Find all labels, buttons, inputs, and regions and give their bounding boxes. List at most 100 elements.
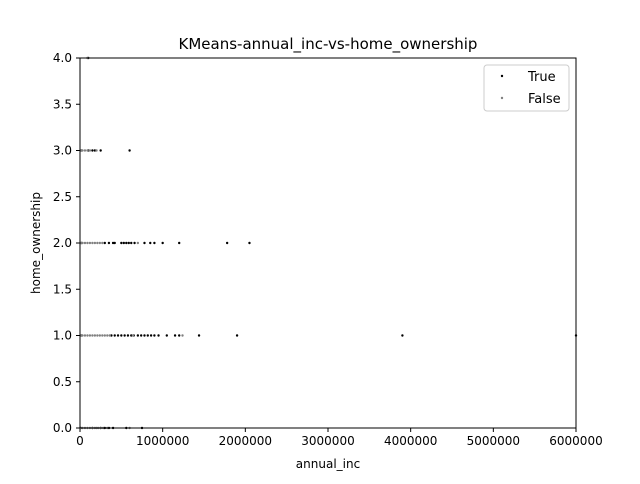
point-false bbox=[81, 149, 84, 152]
x-tick-label: 6000000 bbox=[549, 434, 602, 448]
point-false bbox=[91, 241, 94, 245]
point-true bbox=[139, 334, 143, 337]
point-true bbox=[130, 241, 133, 245]
x-tick-label: 5000000 bbox=[467, 434, 520, 448]
point-true bbox=[153, 241, 156, 245]
y-tick-label: 3.0 bbox=[53, 144, 72, 158]
point-false bbox=[88, 334, 92, 337]
x-tick-label: 4000000 bbox=[384, 434, 437, 448]
point-false bbox=[98, 241, 102, 245]
point-true bbox=[130, 334, 133, 337]
point-false bbox=[91, 334, 94, 337]
point-true bbox=[173, 334, 177, 337]
chart-title: KMeans-annual_inc-vs-home_ownership bbox=[179, 35, 478, 54]
point-true bbox=[99, 149, 102, 152]
point-true bbox=[120, 334, 123, 337]
point-true bbox=[149, 241, 152, 245]
point-true bbox=[127, 241, 130, 245]
point-true bbox=[143, 241, 146, 245]
y-tick-label: 2.0 bbox=[53, 236, 72, 250]
point-true bbox=[143, 334, 146, 337]
point-true bbox=[111, 241, 115, 245]
y-axis-ticks: 0.0 0.5 1.0 1.5 2.0 2.5 3.0 3.5 4.0 bbox=[53, 51, 80, 435]
point-false bbox=[88, 149, 92, 152]
point-false bbox=[86, 334, 89, 337]
point-false bbox=[108, 334, 111, 337]
point-false bbox=[181, 334, 184, 337]
x-axis-label: annual_inc bbox=[296, 457, 360, 471]
point-true bbox=[107, 241, 111, 245]
point-true bbox=[157, 334, 160, 337]
point-false bbox=[106, 334, 109, 337]
legend-marker-true bbox=[500, 74, 504, 78]
point-true bbox=[161, 241, 164, 245]
point-true bbox=[136, 334, 140, 337]
point-true bbox=[149, 334, 153, 337]
x-tick-label: 0 bbox=[76, 434, 84, 448]
point-true bbox=[133, 241, 136, 245]
point-false bbox=[83, 149, 87, 152]
point-true bbox=[123, 334, 126, 337]
point-true bbox=[103, 241, 107, 245]
legend-box bbox=[483, 64, 570, 112]
point-true bbox=[197, 334, 201, 337]
point-true bbox=[128, 149, 131, 152]
point-true bbox=[113, 241, 116, 245]
y-tick-label: 2.5 bbox=[53, 190, 72, 204]
point-false bbox=[81, 241, 84, 245]
point-true bbox=[165, 334, 168, 337]
point-false bbox=[101, 241, 104, 245]
point-false bbox=[81, 334, 84, 337]
y-tick-label: 3.5 bbox=[53, 97, 72, 111]
point-true bbox=[93, 149, 97, 152]
point-false bbox=[86, 241, 89, 245]
y-tick-label: 0.5 bbox=[53, 375, 72, 389]
point-false bbox=[83, 241, 87, 245]
point-false bbox=[83, 334, 87, 337]
point-true bbox=[122, 241, 126, 245]
point-true bbox=[120, 241, 123, 245]
y-tick-label: 4.0 bbox=[53, 51, 72, 65]
point-true bbox=[401, 334, 404, 337]
point-true bbox=[126, 334, 130, 337]
point-true bbox=[225, 241, 229, 245]
x-tick-label: 1000000 bbox=[136, 434, 189, 448]
point-false bbox=[136, 241, 140, 245]
point-true bbox=[248, 241, 251, 245]
point-false bbox=[101, 334, 104, 337]
point-true bbox=[235, 334, 239, 337]
point-true bbox=[153, 334, 156, 337]
point-true bbox=[178, 241, 181, 245]
point-false bbox=[103, 334, 107, 337]
point-true bbox=[91, 149, 94, 152]
data-points bbox=[79, 56, 578, 430]
legend: True False bbox=[483, 64, 570, 112]
point-false bbox=[88, 241, 92, 245]
x-axis-ticks: 0 1000000 2000000 3000000 4000000 5000000 6000… bbox=[76, 428, 603, 448]
y-tick-label: 0.0 bbox=[53, 421, 72, 435]
y-tick-label: 1.5 bbox=[53, 282, 72, 296]
legend-marker-false bbox=[500, 96, 504, 100]
point-true bbox=[110, 334, 113, 337]
point-true bbox=[113, 334, 116, 337]
point-true bbox=[178, 334, 181, 337]
legend-label-false: False bbox=[528, 92, 561, 107]
point-false bbox=[86, 149, 89, 152]
point-true bbox=[125, 241, 128, 245]
point-false bbox=[96, 241, 99, 245]
x-tick-label: 3000000 bbox=[301, 434, 354, 448]
point-true bbox=[116, 334, 120, 337]
point-true bbox=[146, 334, 149, 337]
point-false bbox=[96, 334, 99, 337]
y-tick-label: 1.0 bbox=[53, 329, 72, 343]
point-false bbox=[95, 149, 98, 152]
point-false bbox=[93, 241, 97, 245]
point-false bbox=[98, 334, 102, 337]
point-false bbox=[131, 334, 135, 337]
legend-label-true: True bbox=[527, 70, 556, 85]
plot-area-frame bbox=[79, 57, 577, 429]
x-tick-label: 2000000 bbox=[219, 434, 272, 448]
point-false bbox=[93, 334, 97, 337]
